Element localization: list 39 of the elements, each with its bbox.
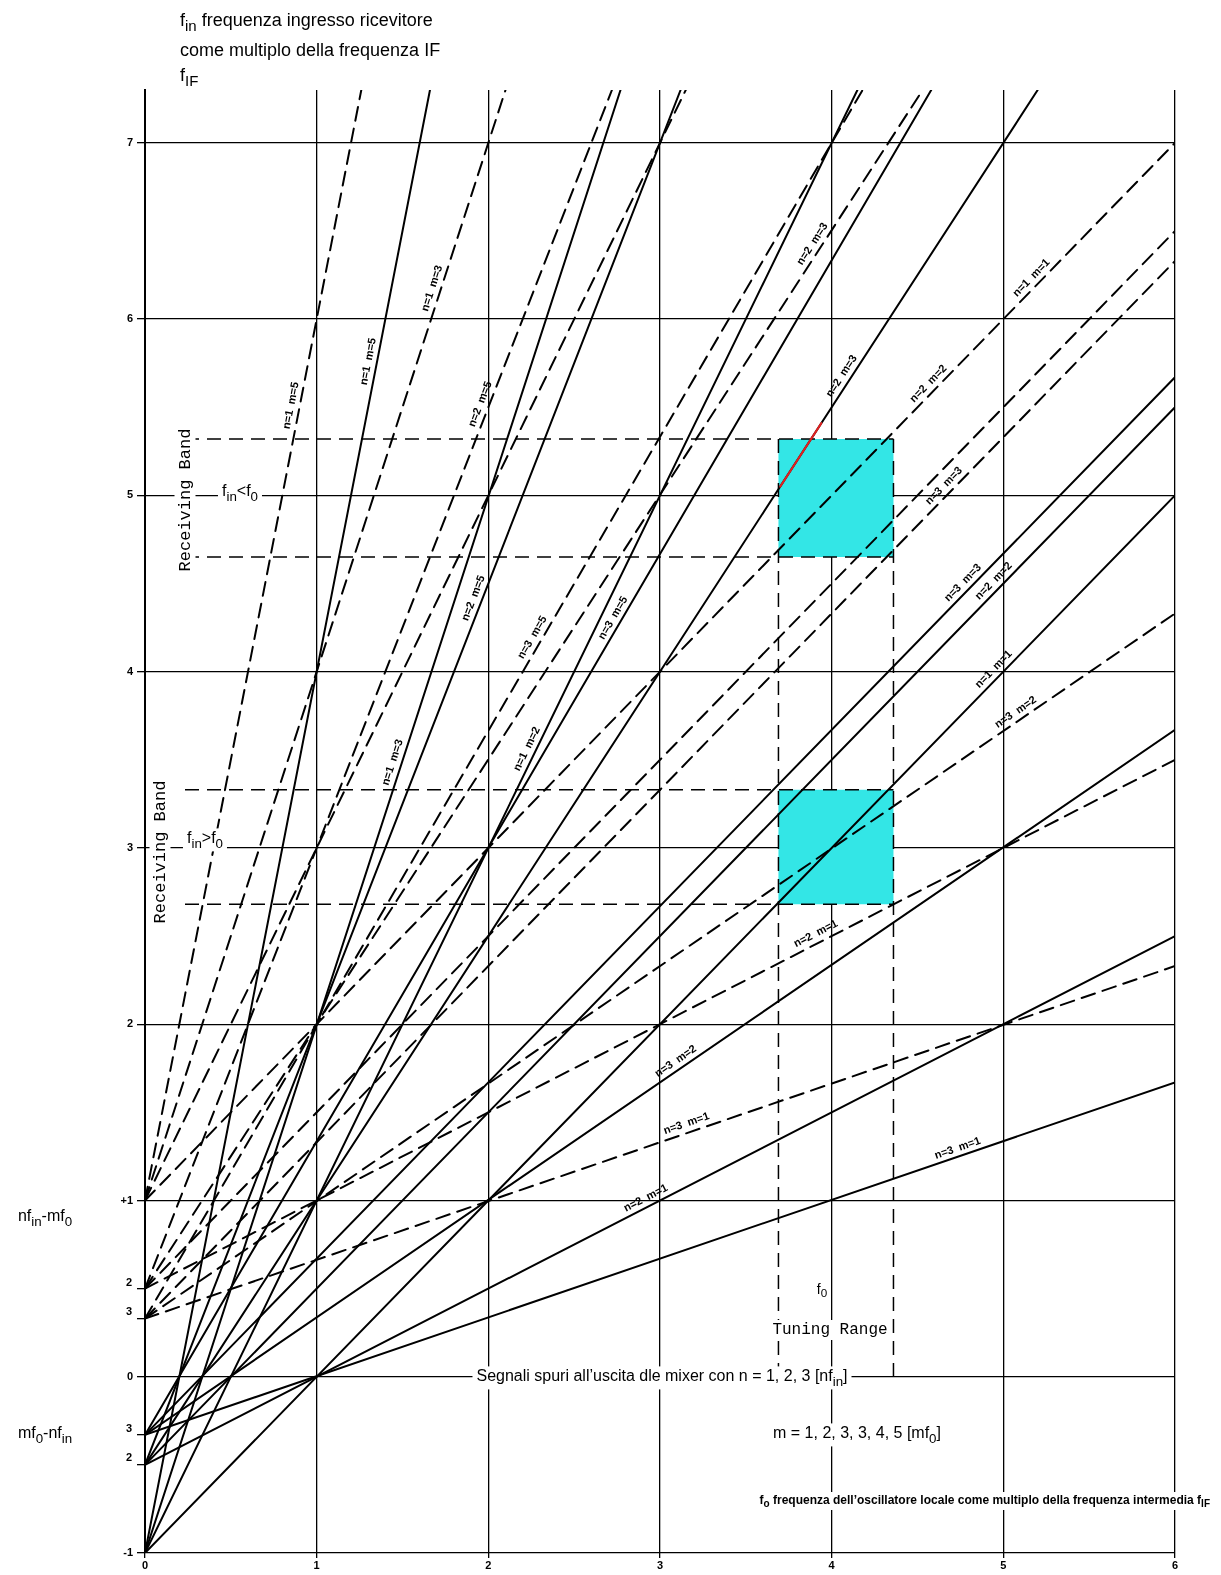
y-tick-label: 6	[126, 312, 133, 325]
y-tick-label: 2	[126, 1017, 133, 1030]
y-tick-label: 3	[126, 840, 133, 853]
annotation: n=1 m=3	[378, 737, 405, 787]
annotation: f$_{0}$	[812, 1279, 832, 1301]
annotation: Receiving Band	[174, 424, 196, 576]
annotation: n=2 m=5	[458, 573, 487, 623]
x-tick-label: 5	[1000, 1558, 1007, 1571]
annotation: n=2 m=1	[791, 916, 840, 950]
annotation: n=1 m=2	[510, 724, 543, 773]
annotation: Tuning Range	[768, 1320, 892, 1340]
annotation: f$_{in}$>f$_{0}$	[182, 828, 228, 852]
text: nf$_{in}$-mf$_{0}$	[13, 1206, 77, 1230]
annotation: n=3 m=2	[652, 1042, 699, 1079]
y-tick-label: -1	[123, 1546, 133, 1559]
x-axis-title: f$_{o}$ frequenza dell’oscillatore locale come multiplo della frequenza intermedia f$_{IF}$	[756, 1492, 1213, 1511]
y-tick-label: 7	[126, 135, 133, 148]
x-tick-label: 4	[828, 1558, 836, 1571]
y-tick-label: 5	[126, 488, 133, 501]
annotation: f$_{in}$<f$_{0}$	[217, 481, 263, 505]
x-tick-label: 1	[313, 1558, 320, 1571]
y-tick-label: 0	[126, 1369, 133, 1382]
x-tick-label: 3	[656, 1558, 664, 1571]
annotation: n=2 m=5	[465, 379, 494, 429]
x-tick-label: 6	[1171, 1558, 1179, 1571]
annotation: n=1 m=3	[418, 263, 445, 313]
annotation: n=1 m=5	[279, 380, 301, 430]
annotation: Receiving Band	[149, 776, 171, 928]
text: mf$_{0}$-nf$_{in}$	[13, 1423, 77, 1447]
y-axis-title: f$_{in}$ frequenza ingresso ricevitore come multiplo della frequenza IF f$_{IF}$	[180, 9, 442, 91]
x-tick-label: 0	[141, 1558, 149, 1571]
annotation: n=3 m=1	[661, 1109, 711, 1137]
annotation: n=3 m=1	[932, 1134, 982, 1161]
x-tick-label: 2	[485, 1558, 492, 1571]
annotation: m = 1, 2, 3, 3, 4, 5 [mf$_{0}$]	[769, 1423, 945, 1447]
annotation: n=1 m=5	[357, 336, 378, 386]
y-tick-label: +1	[120, 1193, 133, 1206]
annotation: Segnali spuri all’uscita dle mixer con n = 1, 2, 3 [nf$_{in}$]	[472, 1366, 852, 1390]
y-tick-label: 4	[126, 664, 134, 677]
